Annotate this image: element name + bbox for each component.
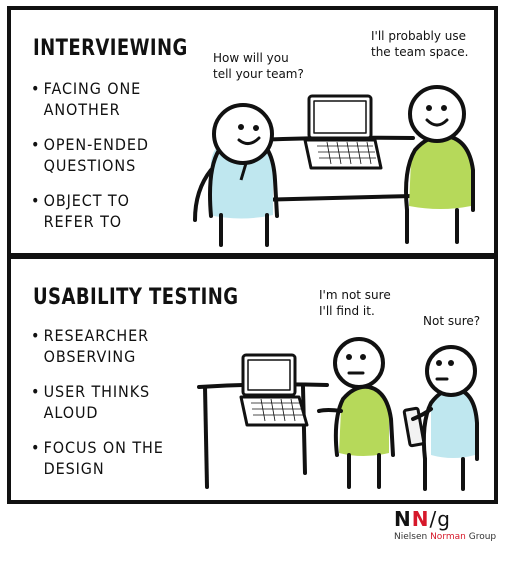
participant-figure (404, 85, 475, 244)
speech-left-line-1: How will you (213, 51, 289, 65)
logo-letter-n1: N (394, 507, 412, 531)
user-shirt (339, 385, 389, 456)
bullet-open-ended-questions: OPEN-ENDED QUESTIONS (31, 134, 170, 176)
usability-testing-heading: USABILITY TESTING (33, 285, 239, 310)
logo-letter-g: g (437, 507, 451, 531)
laptop-icon (303, 94, 383, 170)
speech-researcher-line-1: Not sure? (423, 314, 480, 328)
logo-company-name: Nielsen Norman Group (394, 532, 504, 542)
interview-illustration: How will you tell your team? I'll probab… (193, 29, 475, 247)
interviewing-heading: INTERVIEWING (33, 36, 188, 61)
logo-name-group: Group (468, 532, 497, 542)
logo-letter-n2: N (411, 507, 430, 531)
researcher-shirt (431, 389, 475, 458)
nngroup-logo: NN/g Nielsen Norman Group (394, 508, 504, 542)
participant-shirt (409, 136, 473, 209)
speech-user-line-1: I'm not sure (319, 288, 391, 302)
speech-right-line-1: I'll probably use (371, 29, 466, 43)
speech-left-line-2: tell your team? (213, 67, 304, 81)
logo-mark: NN/g (394, 508, 504, 530)
bullet-facing-one-another: FACING ONE ANOTHER (31, 78, 170, 120)
bullet-object-to-refer-to: OBJECT TO REFER TO (31, 190, 170, 232)
logo-name-norman: Norman (430, 532, 466, 542)
notepad-icon (402, 406, 433, 448)
usability-testing-panel: USABILITY TESTING RESEARCHER OBSERVING U… (7, 255, 498, 504)
interviewer-head (212, 103, 274, 165)
interviewing-bullets: FACING ONE ANOTHER OPEN-ENDED QUESTIONS … (31, 78, 185, 246)
interviewing-panel: INTERVIEWING FACING ONE ANOTHER OPEN-END… (7, 6, 498, 257)
bullet-researcher-observing: RESEARCHER OBSERVING (31, 325, 170, 367)
speech-user-line-2: I'll find it. (319, 304, 375, 318)
user-head (333, 337, 385, 389)
researcher-head (425, 345, 477, 397)
bullet-focus-on-the-design: FOCUS ON THE DESIGN (31, 437, 170, 479)
participant-head (408, 85, 466, 143)
researcher-figure (402, 345, 479, 491)
user-figure (317, 337, 395, 489)
usability-testing-bullets: RESEARCHER OBSERVING USER THINKS ALOUD F… (31, 325, 185, 493)
logo-slash: / (429, 507, 438, 531)
laptop-icon (239, 353, 309, 427)
bullet-user-thinks-aloud: USER THINKS ALOUD (31, 381, 170, 423)
interviewer-figure (193, 103, 279, 247)
speech-right-line-2: the team space. (371, 45, 468, 59)
usability-test-illustration: I'm not sure I'll find it. Not sure? (197, 288, 480, 491)
logo-name-nielsen: Nielsen (394, 532, 428, 542)
